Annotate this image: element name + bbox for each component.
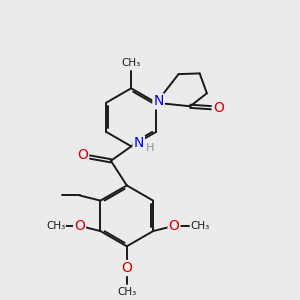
Text: CH₃: CH₃ [190,221,210,231]
Text: N: N [153,94,164,108]
Text: CH₃: CH₃ [117,287,136,297]
Text: CH₃: CH₃ [46,221,65,231]
Text: O: O [213,101,224,115]
Text: O: O [74,219,85,233]
Text: N: N [134,136,144,150]
Text: O: O [169,219,179,233]
Text: O: O [122,261,132,275]
Text: H: H [146,143,154,153]
Text: O: O [77,148,88,162]
Text: CH₃: CH₃ [122,58,141,68]
